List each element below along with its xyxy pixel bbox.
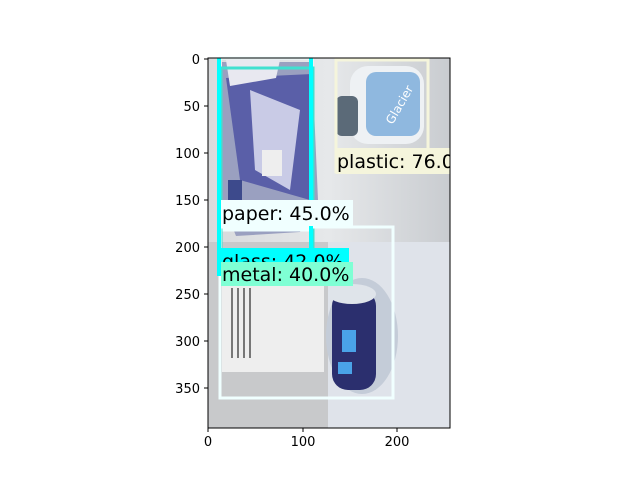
crushed-bottle <box>326 278 398 394</box>
y-axis: 0 50 100 150 200 250 300 350 <box>175 53 208 397</box>
plastic-bottle: Glacier <box>336 66 424 144</box>
x-tick-label: 200 <box>385 435 410 450</box>
white-sheet <box>222 282 324 372</box>
x-tick-label: 0 <box>204 435 212 450</box>
box-metal <box>218 225 395 400</box>
y-tick-label: 250 <box>175 288 200 303</box>
label-paper: paper: 45.0% <box>222 203 350 225</box>
label-bg-paper <box>221 200 353 226</box>
x-tick-label: 100 <box>291 435 316 450</box>
y-tick-label: 100 <box>175 147 200 162</box>
y-tick-label: 350 <box>175 382 200 397</box>
x-axis: 0 100 200 <box>204 428 410 450</box>
label-metal: metal: 40.0% <box>222 264 349 286</box>
label-bg-metal <box>221 262 353 286</box>
magazine-page <box>222 60 318 236</box>
y-tick-label: 200 <box>175 241 200 256</box>
y-tick-label: 0 <box>192 53 200 68</box>
axes-frame <box>207 57 451 429</box>
label-bg-plastic <box>336 148 450 174</box>
y-tick-label: 300 <box>175 335 200 350</box>
y-tick-label: 50 <box>183 100 200 115</box>
detection-boxes <box>217 56 430 400</box>
photo: Glacier <box>208 58 450 428</box>
label-glass: glass: 42.0% <box>222 251 344 273</box>
label-plastic: plastic: 76.0% <box>337 151 472 173</box>
y-tick-label: 150 <box>175 194 200 209</box>
